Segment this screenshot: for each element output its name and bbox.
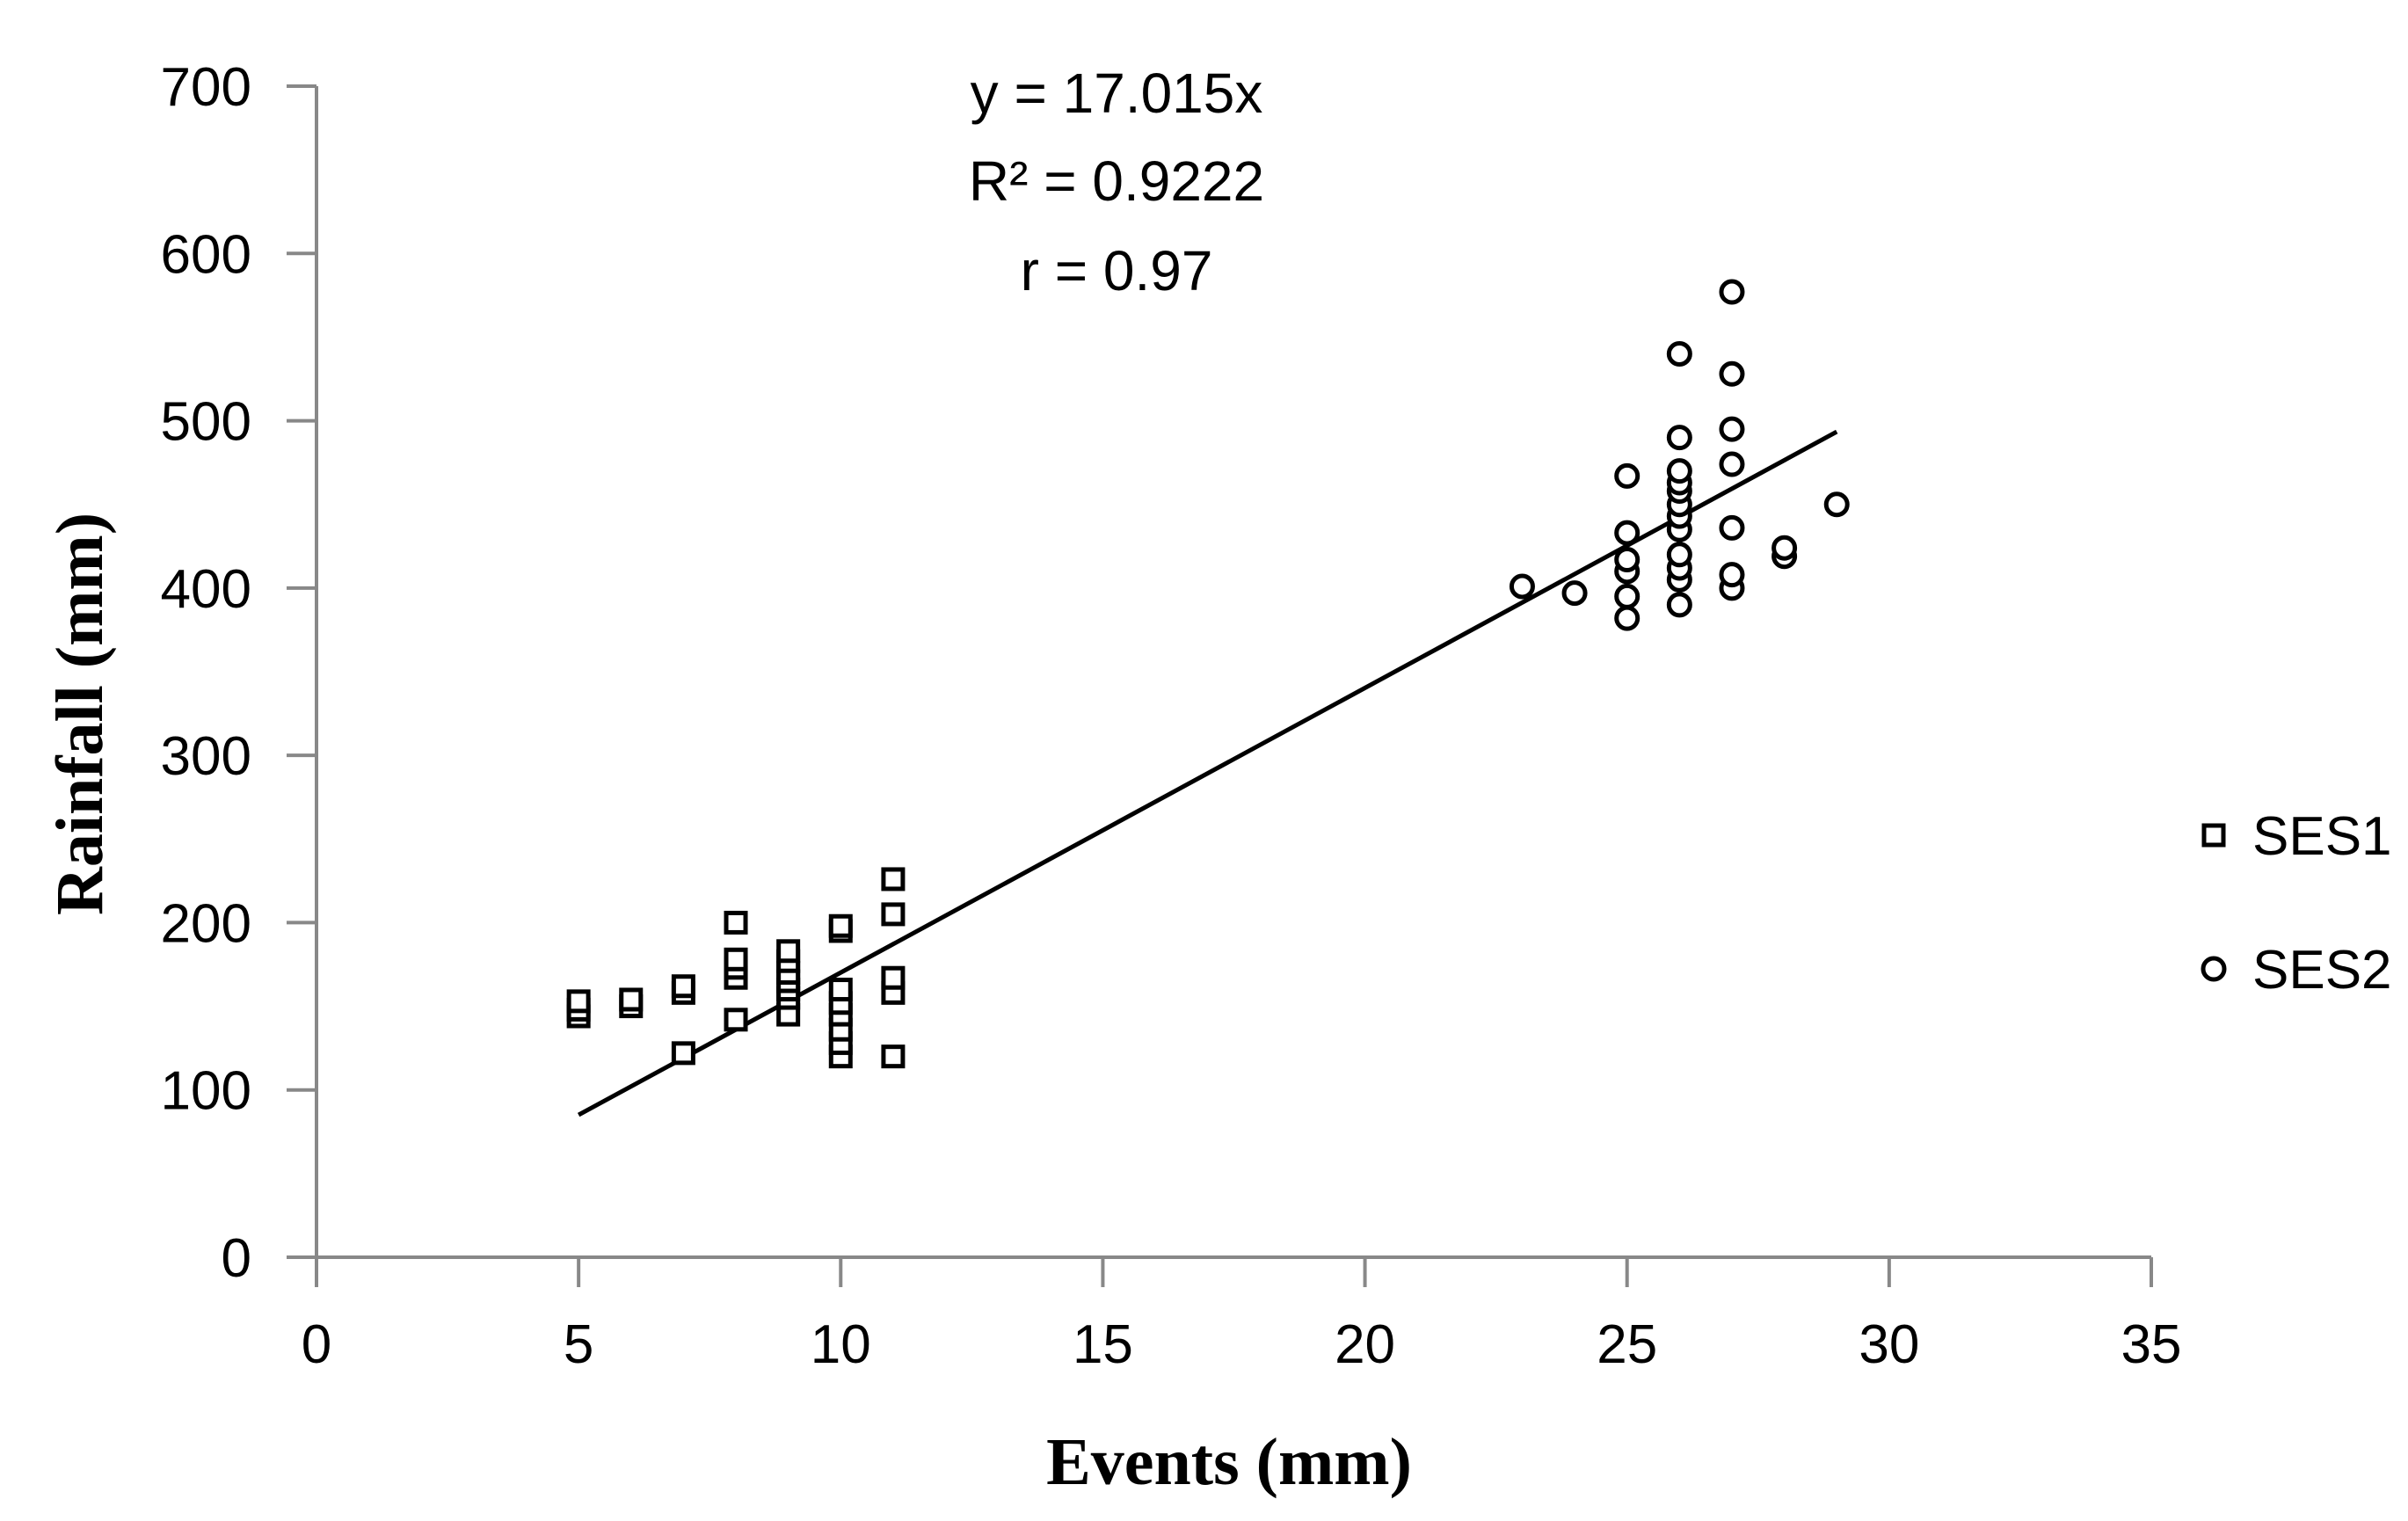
point-ses1 (881, 1044, 906, 1069)
point-ses1 (881, 867, 906, 891)
y-tick-label: 0 (222, 1228, 251, 1289)
point-ses2 (1719, 360, 1745, 387)
point-ses2 (1666, 592, 1692, 618)
point-ses2 (1719, 279, 1745, 305)
point-ses2 (1771, 535, 1798, 561)
point-ses2 (1719, 514, 1745, 541)
x-tick-label: 15 (1073, 1314, 1133, 1375)
point-ses1 (566, 989, 591, 1014)
point-ses2 (1614, 462, 1640, 489)
legend-item-ses1: SES1 (2201, 806, 2392, 867)
point-ses2 (1614, 520, 1640, 546)
y-tick-label: 200 (161, 893, 251, 954)
point-ses1 (724, 910, 748, 935)
point-ses2 (1614, 605, 1640, 631)
trendline-group (577, 429, 1838, 1117)
x-tick-label: 5 (564, 1314, 593, 1375)
r-label: r = 0.97 (1021, 239, 1213, 302)
legend-square-marker (2201, 823, 2226, 848)
y-tick-label: 500 (161, 392, 251, 453)
x-tick-label: 30 (1859, 1314, 1919, 1375)
legend-circle-marker (2201, 956, 2227, 982)
point-ses1 (724, 947, 748, 972)
point-ses1 (881, 902, 906, 927)
r-squared-label: R² = 0.9222 (969, 149, 1264, 213)
y-tick-label: 100 (161, 1061, 251, 1122)
point-ses1 (828, 978, 853, 1002)
point-ses2 (1509, 573, 1535, 600)
legend-label: SES2 (2252, 940, 2392, 1001)
point-ses1 (619, 987, 644, 1012)
point-ses1 (828, 913, 853, 938)
point-ses2 (1614, 583, 1640, 609)
y-tick-label: 700 (161, 57, 251, 118)
x-tick-label: 0 (302, 1314, 331, 1375)
point-ses2 (1719, 416, 1745, 442)
series-ses2 (1509, 279, 1850, 631)
x-axis-title: Events (mm) (1046, 1425, 1412, 1499)
point-ses2 (1666, 458, 1692, 484)
point-ses2 (1561, 580, 1588, 607)
legend-label: SES1 (2252, 806, 2392, 867)
series-ses1 (566, 867, 906, 1069)
point-ses2 (1823, 491, 1850, 518)
point-ses2 (1719, 451, 1745, 477)
point-ses2 (1614, 547, 1640, 573)
legend: SES1 SES2 (2201, 806, 2392, 1001)
legend-item-ses2: SES2 (2201, 940, 2392, 1001)
x-tick-label: 25 (1597, 1314, 1657, 1375)
y-tick-label: 300 (161, 726, 251, 787)
point-ses1 (724, 1008, 748, 1032)
x-tick-label: 10 (811, 1314, 871, 1375)
y-tick-label: 600 (161, 224, 251, 285)
point-ses1 (881, 965, 906, 990)
point-ses2 (1666, 340, 1692, 367)
point-ses2 (1666, 425, 1692, 451)
x-tick-label: 20 (1335, 1314, 1395, 1375)
axes: 0 100 200 300 400 500 600 700 0 5 10 15 20 25 30 35 (161, 57, 2182, 1375)
x-tick-label: 35 (2121, 1314, 2182, 1375)
data-points (566, 279, 1850, 1069)
y-tick-label: 400 (161, 559, 251, 620)
point-ses2 (1666, 542, 1692, 568)
point-ses1 (671, 974, 695, 999)
point-ses2 (1719, 562, 1745, 588)
y-axis-title: Rainfall (mm) (43, 513, 117, 915)
trendline (577, 429, 1838, 1117)
point-ses1 (776, 939, 801, 964)
equation-label: y = 17.015x (971, 62, 1263, 125)
point-ses1 (671, 1041, 695, 1066)
